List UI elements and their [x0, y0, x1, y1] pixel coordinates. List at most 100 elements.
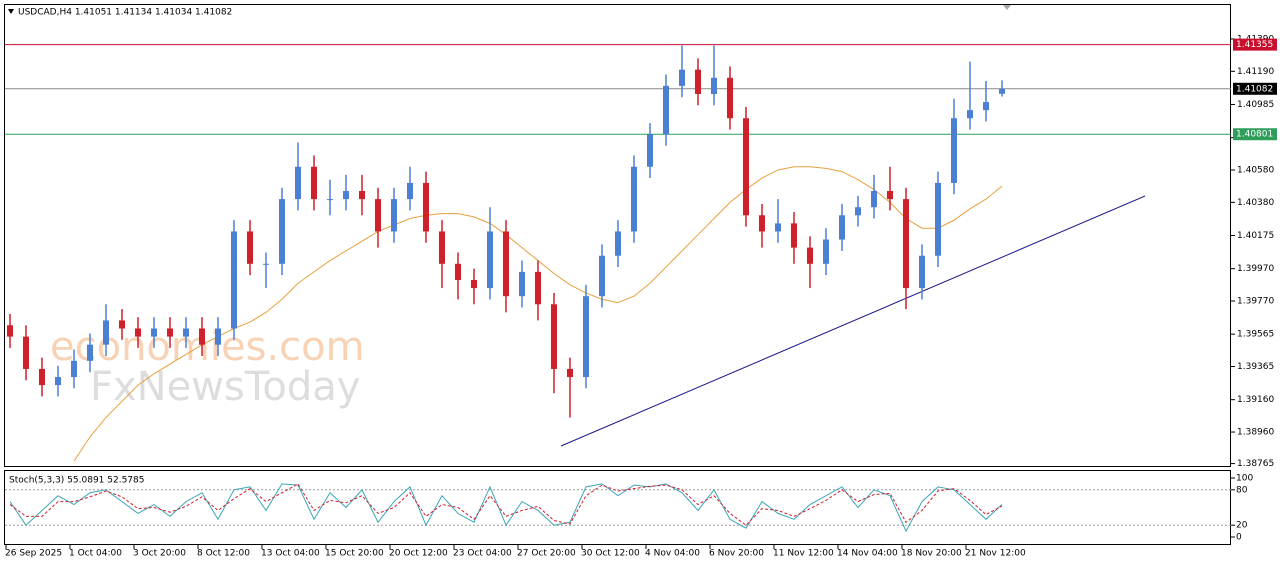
candle-body: [807, 247, 813, 264]
candle-body: [631, 166, 637, 232]
price-tag-label: 1.41355: [1236, 40, 1273, 50]
candle-body: [615, 231, 621, 256]
y-tick-label: 1.40580: [1237, 165, 1274, 175]
price-tag-label: 1.41082: [1236, 84, 1273, 94]
x-tick-label: 14 Nov 04:00: [837, 549, 898, 559]
candle-body: [391, 199, 397, 232]
candle-body: [903, 199, 909, 289]
y-tick-label: 20: [1236, 521, 1248, 531]
candle-body: [199, 328, 205, 345]
y-tick-label: 100: [1236, 474, 1253, 484]
candle-body: [359, 191, 365, 200]
candle-body: [279, 199, 285, 264]
y-tick-label: 1.39565: [1237, 330, 1274, 340]
candle-body: [247, 231, 253, 264]
y-tick-label: 1.38960: [1237, 428, 1274, 438]
candle-body: [487, 231, 493, 289]
candle-body: [263, 263, 269, 265]
watermark-text: FxNewsToday: [90, 364, 360, 410]
candle-body: [103, 320, 109, 345]
candle-body: [183, 328, 189, 337]
y-tick-label: 1.40985: [1237, 100, 1274, 110]
x-tick-label: 18 Nov 20:00: [901, 549, 962, 559]
x-tick-label: 20 Oct 12:00: [389, 549, 448, 559]
candle-body: [823, 239, 829, 264]
stoch-frame: [4, 470, 1231, 545]
candle-body: [871, 191, 877, 208]
candle-body: [231, 231, 237, 329]
y-tick-label: 1.39160: [1237, 395, 1274, 405]
candle-body: [135, 328, 141, 337]
y-tick-label: 1.39770: [1237, 297, 1274, 307]
trendline: [560, 195, 1146, 447]
x-tick-label: 27 Oct 20:00: [517, 549, 576, 559]
candle-body: [295, 166, 301, 200]
candle-body: [999, 88, 1005, 94]
main-frame: [4, 4, 1231, 467]
price-tag: [1233, 38, 1277, 51]
candle-body: [855, 207, 861, 216]
candle-body: [151, 328, 157, 337]
candle-body: [551, 304, 557, 369]
candle-body: [967, 110, 973, 119]
candle-body: [119, 320, 125, 329]
candle-body: [887, 191, 893, 200]
candle-body: [791, 223, 797, 248]
stoch-title: Stoch(5,3,3) 55.0891 52.5785: [9, 476, 144, 486]
candle-body: [215, 328, 221, 345]
price-tag: [1233, 128, 1277, 141]
y-tick-label: 80: [1236, 485, 1248, 495]
candle-body: [343, 191, 349, 200]
y-tick-label: 1.38765: [1237, 459, 1274, 469]
candle-body: [583, 296, 589, 378]
candle-body: [407, 182, 413, 200]
stoch-line: [9, 483, 1003, 533]
x-tick-label: 3 Oct 20:00: [133, 549, 186, 559]
y-tick-label: 1.40380: [1237, 198, 1274, 208]
menu-arrow: [8, 9, 14, 14]
candle-body: [759, 215, 765, 232]
candle-body: [727, 77, 733, 119]
watermark-text: economies.com: [50, 324, 365, 370]
x-tick-label: 15 Oct 20:00: [325, 549, 384, 559]
candle-body: [23, 336, 29, 369]
y-tick-label: 1.41190: [1237, 67, 1274, 77]
candle-body: [327, 199, 333, 201]
candle-body: [7, 325, 13, 337]
candle-body: [439, 231, 445, 264]
candle-body: [167, 328, 173, 337]
candle-body: [423, 182, 429, 232]
candle-body: [71, 360, 77, 378]
candle-body: [983, 102, 989, 111]
y-tick-label: 1.40175: [1237, 231, 1274, 241]
x-tick-label: 30 Oct 12:00: [581, 549, 640, 559]
candle-body: [679, 69, 685, 86]
candle-body: [471, 279, 477, 289]
x-tick-label: 21 Nov 12:00: [965, 549, 1026, 559]
candle-body: [87, 344, 93, 361]
candle-body: [39, 368, 45, 386]
candle-body: [743, 118, 749, 216]
price-tag-label: 1.40801: [1236, 130, 1273, 140]
candle-body: [919, 255, 925, 289]
watermark: economies.com FxNewsToday: [50, 324, 365, 410]
y-tick-label: 1.39365: [1237, 362, 1274, 372]
candle-body: [663, 85, 669, 135]
candle-body: [55, 377, 61, 386]
shift-marker: [1003, 5, 1011, 10]
candle-body: [951, 118, 957, 183]
y-tick-label: 1.39970: [1237, 264, 1274, 274]
chart-title: USDCAD,H4 1.41051 1.41134 1.41034 1.4108…: [18, 8, 232, 18]
candle-body: [647, 134, 653, 167]
stoch-line: [9, 483, 1003, 526]
y-tick-label: 0: [1236, 533, 1242, 543]
x-tick-label: 1 Oct 04:00: [69, 549, 122, 559]
candle-body: [503, 231, 509, 297]
candle-body: [935, 182, 941, 256]
x-tick-label: 8 Oct 12:00: [197, 549, 250, 559]
x-tick-label: 11 Nov 12:00: [773, 549, 834, 559]
price-tag: [1233, 82, 1277, 95]
candle-body: [567, 368, 573, 378]
candle-body: [839, 215, 845, 240]
